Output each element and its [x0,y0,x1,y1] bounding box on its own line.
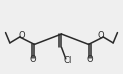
Text: Cl: Cl [64,56,72,65]
Text: O: O [30,55,36,64]
Text: O: O [19,31,25,40]
Text: O: O [98,31,104,40]
Text: O: O [87,55,93,64]
